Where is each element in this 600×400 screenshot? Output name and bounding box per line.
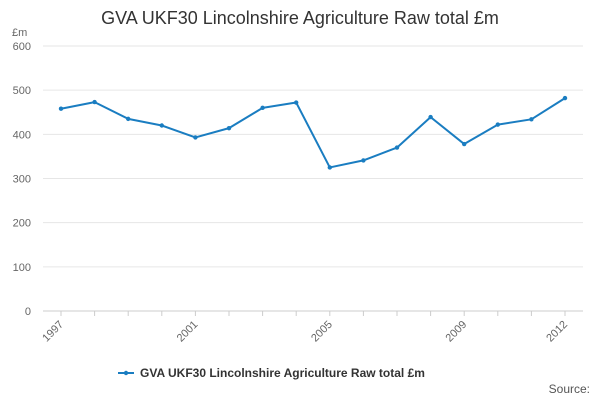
data-point — [260, 105, 265, 111]
x-tick-label: 2005 — [309, 319, 335, 345]
data-point — [562, 95, 568, 101]
legend-marker — [123, 370, 129, 376]
x-tick-label: 2009 — [444, 319, 470, 345]
data-point — [92, 99, 97, 105]
data-point — [58, 106, 64, 111]
data-point — [428, 114, 433, 120]
y-tick-label: 400 — [13, 129, 31, 141]
data-point — [361, 158, 366, 163]
data-point — [495, 122, 500, 127]
y-tick-label: 300 — [13, 174, 31, 186]
x-tick-label: 1997 — [40, 319, 66, 345]
data-point — [159, 123, 164, 128]
legend-label: GVA UKF30 Lincolnshire Agriculture Raw t… — [140, 366, 425, 380]
series-line — [60, 97, 566, 169]
data-point — [462, 141, 467, 147]
data-point — [294, 100, 299, 105]
data-point — [193, 135, 198, 140]
data-point — [226, 125, 232, 131]
y-tick-label: 200 — [13, 218, 31, 230]
data-point — [327, 165, 332, 170]
data-point — [529, 117, 534, 122]
data-point — [394, 145, 400, 150]
chart-title: GVA UKF30 Lincolnshire Agriculture Raw t… — [101, 8, 499, 28]
source-label: Source: — [548, 382, 590, 396]
y-tick-label: 0 — [25, 306, 31, 318]
y-tick-label: 600 — [13, 41, 31, 53]
y-axis-unit-label: £m — [12, 27, 28, 39]
x-tick-label: 2001 — [175, 319, 201, 345]
x-tick-label: 2012 — [544, 319, 570, 345]
y-tick-label: 500 — [13, 85, 31, 97]
y-tick-label: 100 — [13, 262, 31, 274]
data-point — [126, 116, 131, 122]
